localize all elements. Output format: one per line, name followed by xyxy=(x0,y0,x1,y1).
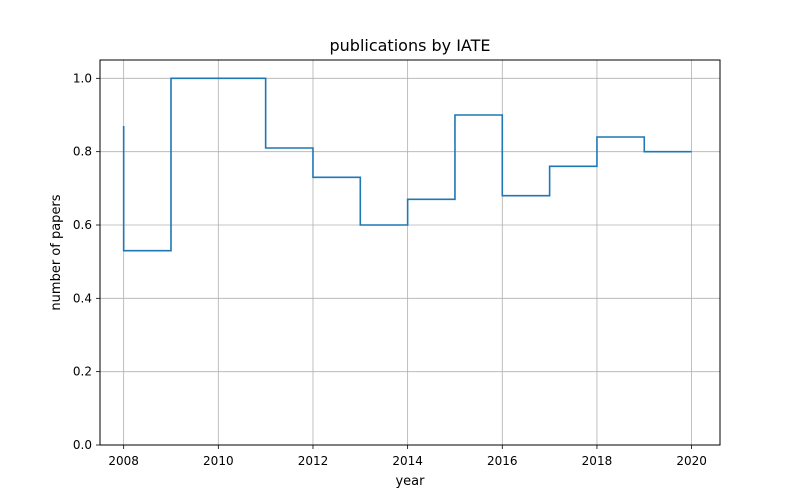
y-tick-label: 0.0 xyxy=(73,438,92,452)
y-tick-label: 0.2 xyxy=(73,365,92,379)
chart-title: publications by IATE xyxy=(329,36,490,55)
x-tick-label: 2016 xyxy=(487,454,518,468)
x-tick-label: 2014 xyxy=(392,454,423,468)
y-tick-label: 1.0 xyxy=(73,71,92,85)
y-tick-label: 0.4 xyxy=(73,291,92,305)
x-axis-label: year xyxy=(395,474,425,489)
x-tick-label: 2020 xyxy=(676,454,707,468)
tick-layer: 2008 2010 2012 2014 2016 2018 2020 0.0 0.2 0.4 0.6… xyxy=(73,71,707,468)
x-tick-label: 2018 xyxy=(582,454,613,468)
y-axis-label: number of papers xyxy=(49,194,64,310)
series-layer xyxy=(122,77,692,252)
y-tick-label: 0.6 xyxy=(73,218,92,232)
x-tick-label: 2012 xyxy=(298,454,329,468)
axes-frame xyxy=(99,59,721,446)
grid-layer xyxy=(100,60,720,446)
y-tick-label: 0.8 xyxy=(73,145,92,159)
x-tick-label: 2010 xyxy=(203,454,234,468)
series-line xyxy=(122,77,692,252)
x-tick-label: 2008 xyxy=(108,454,139,468)
